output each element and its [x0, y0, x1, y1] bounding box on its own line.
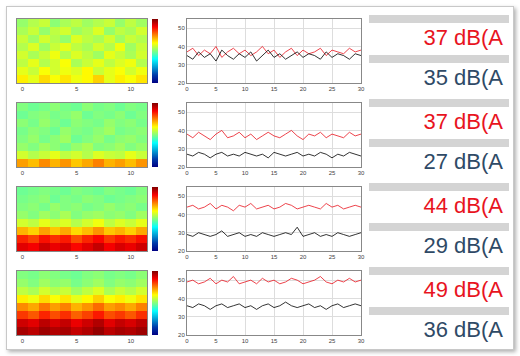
svg-text:25: 25	[329, 86, 336, 92]
html-text:44 dB(A: 44 dB(A	[423, 193, 503, 218]
svg-text:5: 5	[75, 86, 79, 92]
svg-text:5: 5	[214, 170, 218, 176]
svg-text:50: 50	[178, 25, 185, 31]
svg-text:0: 0	[21, 86, 25, 92]
svg-text:30: 30	[358, 170, 365, 176]
svg-text:15: 15	[271, 170, 278, 176]
svg-text:15: 15	[271, 254, 278, 260]
svg-text:25: 25	[329, 254, 336, 260]
svg-text:5: 5	[75, 338, 79, 344]
svg-text:10: 10	[242, 86, 249, 92]
html-text:27 dB(A: 27 dB(A	[423, 149, 503, 174]
svg-text:20: 20	[178, 332, 185, 338]
svg-text:5: 5	[75, 170, 79, 176]
svg-text:20: 20	[178, 248, 185, 254]
svg-text:10: 10	[242, 254, 249, 260]
svg-text:50: 50	[178, 109, 185, 115]
svg-text:30: 30	[358, 86, 365, 92]
svg-text:5: 5	[214, 338, 218, 344]
svg-text:5: 5	[214, 254, 218, 260]
svg-text:10: 10	[127, 86, 134, 92]
svg-text:15: 15	[271, 338, 278, 344]
svg-text:50: 50	[178, 277, 185, 283]
html-text:49 dB(A: 49 dB(A	[423, 277, 503, 302]
svg-text:10: 10	[127, 170, 134, 176]
svg-text:20: 20	[300, 86, 307, 92]
svg-text:0: 0	[185, 170, 189, 176]
svg-text:40: 40	[178, 212, 185, 218]
svg-text:5: 5	[214, 86, 218, 92]
svg-text:10: 10	[127, 254, 134, 260]
svg-text:10: 10	[242, 338, 249, 344]
svg-text:40: 40	[178, 296, 185, 302]
svg-text:10: 10	[127, 338, 134, 344]
html-text:36 dB(A: 36 dB(A	[423, 317, 503, 342]
svg-text:0: 0	[21, 170, 25, 176]
svg-text:40: 40	[178, 44, 185, 50]
html-text:35 dB(A: 35 dB(A	[423, 65, 503, 90]
svg-text:25: 25	[329, 170, 336, 176]
svg-text:30: 30	[178, 62, 185, 68]
svg-text:0: 0	[185, 338, 189, 344]
svg-text:0: 0	[185, 254, 189, 260]
svg-text:20: 20	[300, 170, 307, 176]
svg-text:5: 5	[75, 254, 79, 260]
svg-text:20: 20	[300, 338, 307, 344]
svg-text:30: 30	[178, 146, 185, 152]
svg-text:20: 20	[300, 254, 307, 260]
html-text:37 dB(A: 37 dB(A	[423, 25, 503, 50]
svg-text:15: 15	[271, 86, 278, 92]
svg-text:20: 20	[178, 80, 185, 86]
svg-text:25: 25	[329, 338, 336, 344]
svg-text:30: 30	[358, 254, 365, 260]
html-text:29 dB(A: 29 dB(A	[423, 233, 503, 258]
svg-text:10: 10	[242, 170, 249, 176]
svg-text:30: 30	[358, 338, 365, 344]
svg-text:40: 40	[178, 128, 185, 134]
svg-text:20: 20	[178, 164, 185, 170]
svg-text:30: 30	[178, 314, 185, 320]
svg-text:0: 0	[21, 254, 25, 260]
svg-text:50: 50	[178, 193, 185, 199]
svg-text:0: 0	[185, 86, 189, 92]
html-text:37 dB(A: 37 dB(A	[423, 109, 503, 134]
svg-text:0: 0	[21, 338, 25, 344]
svg-text:30: 30	[178, 230, 185, 236]
